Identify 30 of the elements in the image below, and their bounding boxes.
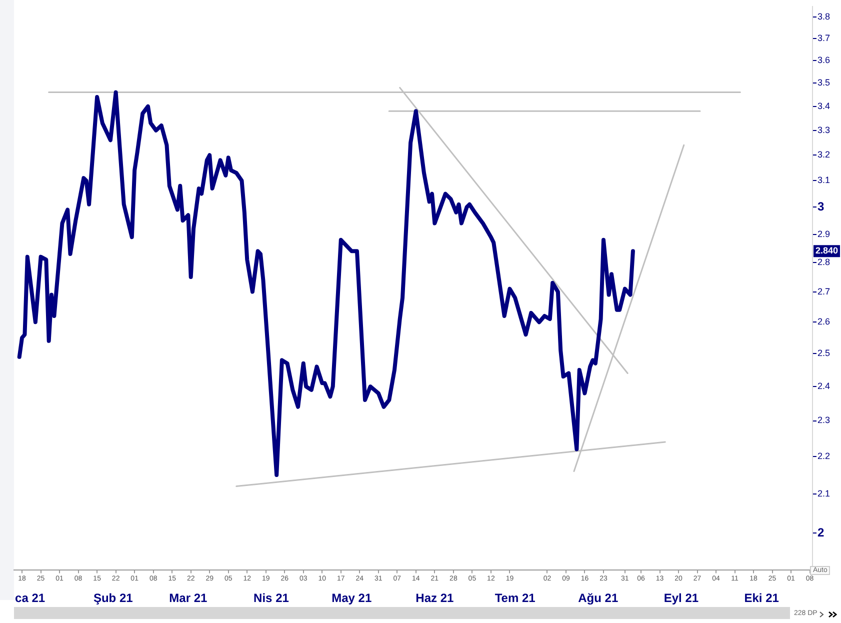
y-tick-label: 2.4 (817, 381, 830, 392)
x2-tick-label: Eki 21 (744, 591, 780, 606)
y-tick-label: 3.2 (817, 150, 830, 160)
y-tick-label: 3.5 (817, 78, 830, 88)
y-tick-label: 2.7 (817, 286, 830, 296)
x2-tick-label: ca 21 (15, 591, 46, 606)
y-tick-label: 3.6 (817, 54, 830, 65)
x2-tick-label: Haz 21 (416, 591, 454, 606)
y-tick-label: 3.1 (817, 175, 830, 186)
y-tick-label: 3.3 (817, 124, 830, 135)
x2-tick-label: Nis 21 (254, 591, 290, 606)
y-tick-label: 2.1 (817, 488, 830, 498)
y-tick-label: 2.9 (817, 228, 830, 239)
x2-tick-label: Ağu 21 (578, 591, 618, 606)
x2-tick-label: Tem 21 (494, 591, 536, 606)
y-tick-label: 3.4 (817, 100, 830, 111)
y-tick-label: 3.7 (817, 32, 830, 43)
x2-tick-label: May 21 (332, 591, 372, 606)
y-tick-label: 2.5 (817, 348, 830, 358)
y-tick-label: 2.3 (817, 415, 830, 426)
x2-tick-label: Mar 21 (169, 591, 208, 606)
x2-tick-label: Şub 21 (93, 591, 134, 606)
y-tick-label: 3.8 (817, 11, 830, 22)
y-tick-label: 2.8 (817, 257, 830, 268)
text: 2.840 (815, 246, 838, 256)
x2-tick-label: Eyl 21 (664, 591, 699, 606)
y-tick-label: 2.6 (817, 316, 830, 327)
y-tick-label: 2.2 (817, 450, 830, 461)
y-tick-label: 3 (817, 199, 824, 214)
y-tick-label: 2 (817, 525, 824, 540)
